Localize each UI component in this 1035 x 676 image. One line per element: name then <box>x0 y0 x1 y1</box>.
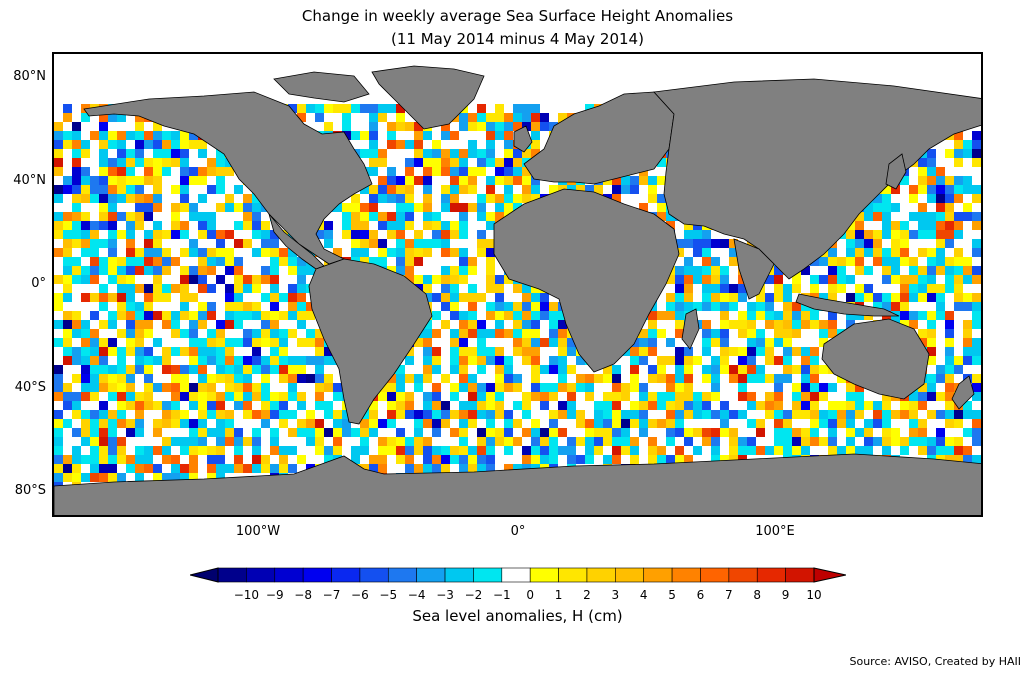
colorbar-tick-label: 8 <box>753 588 762 602</box>
colorbar-bin <box>274 567 304 583</box>
colorbar-bin <box>558 567 588 583</box>
lon-label-0: 0° <box>510 524 526 539</box>
colorbar-bin <box>473 567 503 583</box>
colorbar-tick-label: −6 <box>351 588 369 602</box>
colorbar-label: Sea level anomalies, H (cm) <box>412 607 623 625</box>
colorbar-tick-label: −7 <box>322 588 341 602</box>
asia <box>653 78 981 280</box>
colorbar-tick-label: −1 <box>492 588 511 602</box>
colorbar-tick-label: −10 <box>233 588 260 602</box>
colorbar-tick-label: −5 <box>379 588 398 602</box>
antarctica <box>54 453 981 515</box>
lat-label-0: 0° <box>31 276 46 291</box>
colorbar-bin <box>529 567 559 583</box>
africa <box>493 188 680 373</box>
greenland <box>371 65 485 130</box>
colorbar-bin <box>615 567 645 583</box>
new-zealand <box>951 375 975 410</box>
colorbar-bin <box>359 567 389 583</box>
lat-label-80n: 80°N <box>13 69 46 84</box>
colorbar-tick-label: 7 <box>725 588 733 602</box>
lat-label-80s: 80°S <box>14 483 46 498</box>
japan <box>885 153 907 190</box>
colorbar-tick-label: 1 <box>554 588 563 602</box>
colorbar-tick-label: −3 <box>436 588 454 602</box>
lon-label-100w: 100°W <box>235 524 281 539</box>
map-subtitle: (11 May 2014 minus 4 May 2014) <box>391 30 644 48</box>
colorbar-bin <box>444 567 474 583</box>
sea-level-map <box>54 65 981 515</box>
colorbar-tick-label: −4 <box>407 588 426 602</box>
colorbar-tick-label: 5 <box>668 588 676 602</box>
colorbar-bin <box>728 567 758 583</box>
colorbar-tick-label: 6 <box>696 588 705 602</box>
colorbar-tick-label: −8 <box>294 588 312 602</box>
south-america <box>308 258 433 425</box>
colorbar-min-arrow <box>190 567 219 583</box>
map-frame <box>52 52 983 517</box>
madagascar <box>681 308 700 350</box>
north-america <box>83 91 373 265</box>
colorbar-tick-label: 9 <box>781 588 790 602</box>
colorbar-tick-label: −9 <box>265 588 284 602</box>
colorbar-tick-label: 0 <box>526 588 534 602</box>
colorbar-tick-label: 10 <box>806 588 822 602</box>
colorbar-bin <box>785 567 815 583</box>
colorbar-bin <box>217 567 247 583</box>
india <box>733 238 775 300</box>
colorbar-bin <box>302 567 332 583</box>
colorbar-bin <box>331 567 361 583</box>
colorbar-bin <box>416 567 446 583</box>
arctic-islands <box>273 71 370 103</box>
australia <box>821 318 930 400</box>
colorbar-max-arrow <box>813 567 846 583</box>
colorbar-bin <box>700 567 730 583</box>
colorbar-bin <box>501 567 531 583</box>
colorbar-bin <box>643 567 673 583</box>
colorbar-tick-label: 2 <box>583 588 591 602</box>
colorbar-tick-label: 3 <box>611 588 620 602</box>
lat-label-40n: 40°N <box>13 173 46 188</box>
source-credit: Source: AVISO, Created by HAII <box>849 655 1021 668</box>
colorbar-bin <box>246 567 276 583</box>
map-title: Change in weekly average Sea Surface Hei… <box>301 7 734 25</box>
landmasses <box>54 65 981 515</box>
colorbar-bin <box>586 567 616 583</box>
colorbar-bin <box>671 567 701 583</box>
lat-label-40s: 40°S <box>14 380 46 395</box>
colorbar-tick-label: 4 <box>639 588 648 602</box>
colorbar <box>190 567 846 583</box>
indonesia <box>795 293 900 317</box>
colorbar-tick-label: −2 <box>464 588 483 602</box>
british-isles <box>513 125 533 153</box>
colorbar-bin <box>756 567 786 583</box>
lon-label-100e: 100°E <box>755 524 795 539</box>
colorbar-bin <box>387 567 417 583</box>
